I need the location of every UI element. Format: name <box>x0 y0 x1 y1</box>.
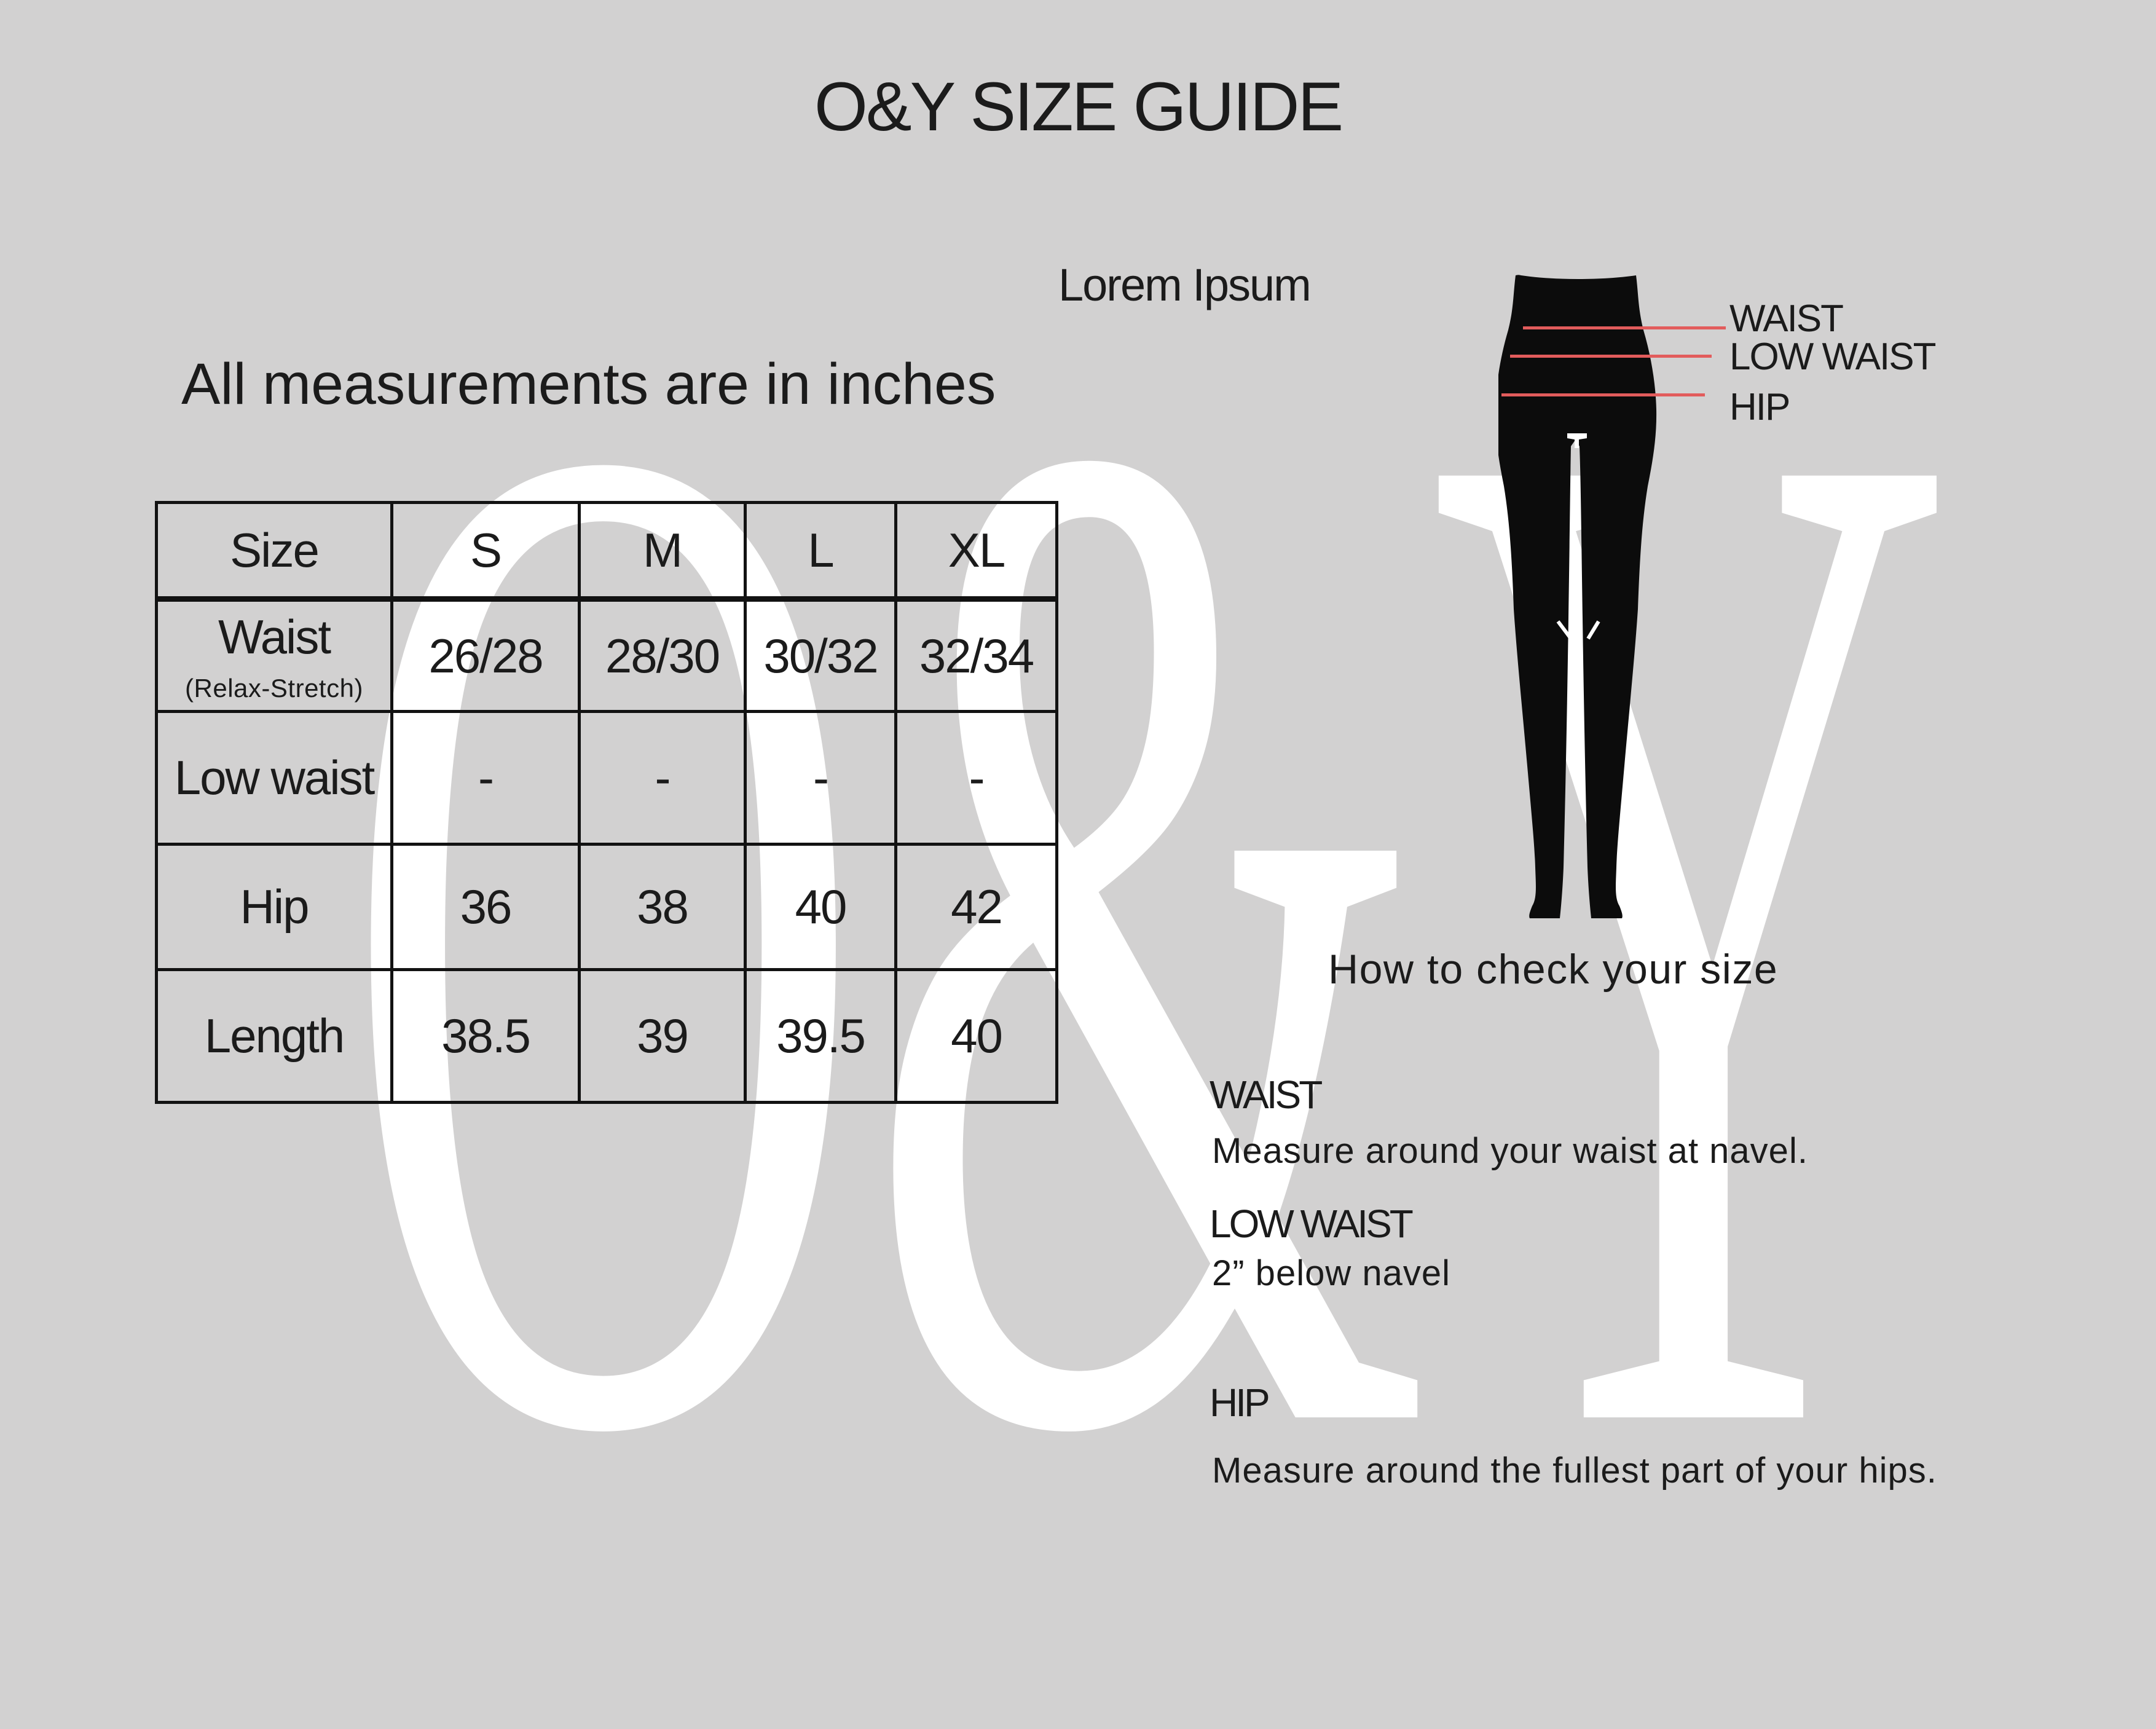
body-silhouette-figure <box>1498 275 1657 918</box>
low-waist-measure-line <box>1510 355 1712 358</box>
cell-length-xl: 40 <box>894 968 1058 1104</box>
row-label-waist: Waist (Relax-Stretch) <box>155 597 393 713</box>
cell-low-waist-xl: - <box>894 710 1058 846</box>
hip-line-label: HIP <box>1729 386 1790 428</box>
cell-hip-l: 40 <box>744 843 897 971</box>
size-guide-poster: { "page": { "title": "O&Y SIZE GUIDE", "… <box>155 68 1955 1652</box>
col-header-size: Size <box>155 501 393 602</box>
instruction-waist-body: Measure around your waist at navel. <box>1212 1131 1808 1171</box>
waist-measure-line <box>1523 326 1726 329</box>
row-label-low-waist: Low waist <box>155 710 393 846</box>
placeholder-text: Lorem Ipsum <box>1058 259 1312 310</box>
cell-hip-s: 36 <box>390 843 581 971</box>
cell-hip-xl: 42 <box>894 843 1058 971</box>
row-label-waist-main: Waist <box>218 609 331 664</box>
page-title: O&Y SIZE GUIDE <box>814 68 1344 145</box>
instruction-hip-body: Measure around the fullest part of your … <box>1212 1451 1937 1491</box>
table-header-row: Size S M L XL <box>155 501 1058 602</box>
col-header-xl: XL <box>894 501 1058 602</box>
table-row-waist: Waist (Relax-Stretch) 26/28 28/30 30/32 … <box>155 597 1058 713</box>
units-note: All measurements are in inches <box>181 352 996 417</box>
low-waist-line-label: LOW WAIST <box>1729 336 1936 378</box>
instruction-low-waist-body: 2” below navel <box>1212 1253 1450 1293</box>
table-row-hip: Hip 36 38 40 42 <box>155 843 1058 971</box>
row-label-waist-sub: (Relax-Stretch) <box>185 673 363 703</box>
knee-tick-right <box>1586 620 1600 640</box>
instruction-hip-heading: HIP <box>1210 1380 1270 1425</box>
size-table-grid: Size S M L XL Waist (Relax-Stretch) 26/2… <box>155 501 1058 1104</box>
instruction-waist-heading: WAIST <box>1210 1073 1323 1117</box>
size-table: Size S M L XL Waist (Relax-Stretch) 26/2… <box>155 501 1058 1104</box>
waist-line-label: WAIST <box>1729 297 1844 340</box>
hip-measure-line <box>1501 393 1705 396</box>
col-header-m: M <box>578 501 747 602</box>
col-header-s: S <box>390 501 581 602</box>
row-label-hip: Hip <box>155 843 393 971</box>
cell-waist-s: 26/28 <box>390 597 581 713</box>
silhouette-shape <box>1498 275 1657 918</box>
cell-length-m: 39 <box>578 968 747 1104</box>
cell-length-s: 38.5 <box>390 968 581 1104</box>
how-to-caption: How to check your size <box>1328 946 1779 993</box>
table-row-low-waist: Low waist - - - - <box>155 710 1058 846</box>
cell-low-waist-s: - <box>390 710 581 846</box>
cell-waist-l: 30/32 <box>744 597 897 713</box>
crotch-divider-mark <box>1567 433 1587 448</box>
col-header-l: L <box>744 501 897 602</box>
cell-length-l: 39.5 <box>744 968 897 1104</box>
knee-tick-left <box>1556 620 1573 640</box>
cell-waist-m: 28/30 <box>578 597 747 713</box>
cell-low-waist-l: - <box>744 710 897 846</box>
row-label-length: Length <box>155 968 393 1104</box>
table-row-length: Length 38.5 39 39.5 40 <box>155 968 1058 1104</box>
cell-low-waist-m: - <box>578 710 747 846</box>
instruction-low-waist-heading: LOW WAIST <box>1210 1202 1414 1246</box>
cell-hip-m: 38 <box>578 843 747 971</box>
cell-waist-xl: 32/34 <box>894 597 1058 713</box>
